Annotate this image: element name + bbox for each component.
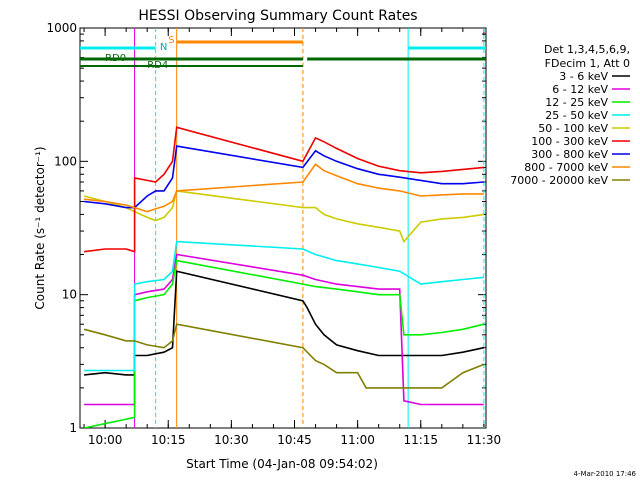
legend-entry-label: 3 - 6 keV bbox=[559, 70, 608, 83]
flag-label: S bbox=[168, 35, 174, 46]
plot-area: 1 10 100 1000 10:00 10:15 10:30 10:45 11:00 11:15… bbox=[46, 21, 630, 447]
series-line bbox=[84, 163, 484, 213]
legend-entry-label: 100 - 300 keV bbox=[531, 135, 608, 148]
x-axis-label: Start Time (04-Jan-08 09:54:02) bbox=[186, 457, 378, 471]
legend-entry-label: 6 - 12 keV bbox=[552, 83, 608, 96]
plot-frame bbox=[79, 27, 487, 429]
legend-entry-label: 50 - 100 keV bbox=[538, 122, 608, 135]
legend-header-line-2: FDecim 1, Att 0 bbox=[545, 57, 630, 70]
legend-entry-label: 12 - 25 keV bbox=[545, 96, 608, 109]
series-line bbox=[83, 323, 485, 389]
legend-entry-label: 7000 - 20000 keV bbox=[510, 174, 608, 187]
series-line bbox=[84, 240, 484, 372]
y-tick-label: 10 bbox=[62, 288, 77, 302]
series-line bbox=[84, 145, 484, 209]
legend-entry-label: 300 - 800 keV bbox=[531, 148, 608, 161]
series-line bbox=[83, 259, 485, 428]
chart-title: HESSI Observing Summary Count Rates bbox=[138, 8, 417, 24]
legend-header-line-1: Det 1,3,4,5,6,9, bbox=[544, 43, 630, 56]
series-line bbox=[83, 126, 484, 253]
flag-label: RD0 bbox=[105, 53, 126, 64]
series-line bbox=[84, 270, 485, 376]
x-tick-label: 10:45 bbox=[277, 433, 312, 447]
y-tick-label: 1 bbox=[69, 421, 77, 435]
series-line bbox=[83, 190, 485, 244]
x-tick-label: 11:00 bbox=[340, 433, 375, 447]
legend-entry-label: 25 - 50 keV bbox=[545, 109, 608, 122]
x-tick-label: 11:15 bbox=[403, 433, 438, 447]
y-tick-label: 100 bbox=[54, 154, 77, 168]
flag-label: N bbox=[160, 42, 167, 53]
y-axis-label: Count Rate (s⁻¹ detector⁻¹) bbox=[33, 146, 47, 309]
series-line bbox=[84, 253, 484, 406]
x-tick-label: 10:00 bbox=[88, 433, 123, 447]
y-tick-label: 1000 bbox=[46, 21, 77, 35]
x-tick-label: 10:30 bbox=[214, 433, 249, 447]
flag-label: RD4 bbox=[147, 60, 168, 71]
x-tick-label: 11:30 bbox=[467, 433, 502, 447]
x-tick-label: 10:15 bbox=[151, 433, 186, 447]
legend-entry-label: 800 - 7000 keV bbox=[524, 161, 608, 174]
footer-date: 4-Mar-2010 17:46 bbox=[574, 470, 637, 478]
